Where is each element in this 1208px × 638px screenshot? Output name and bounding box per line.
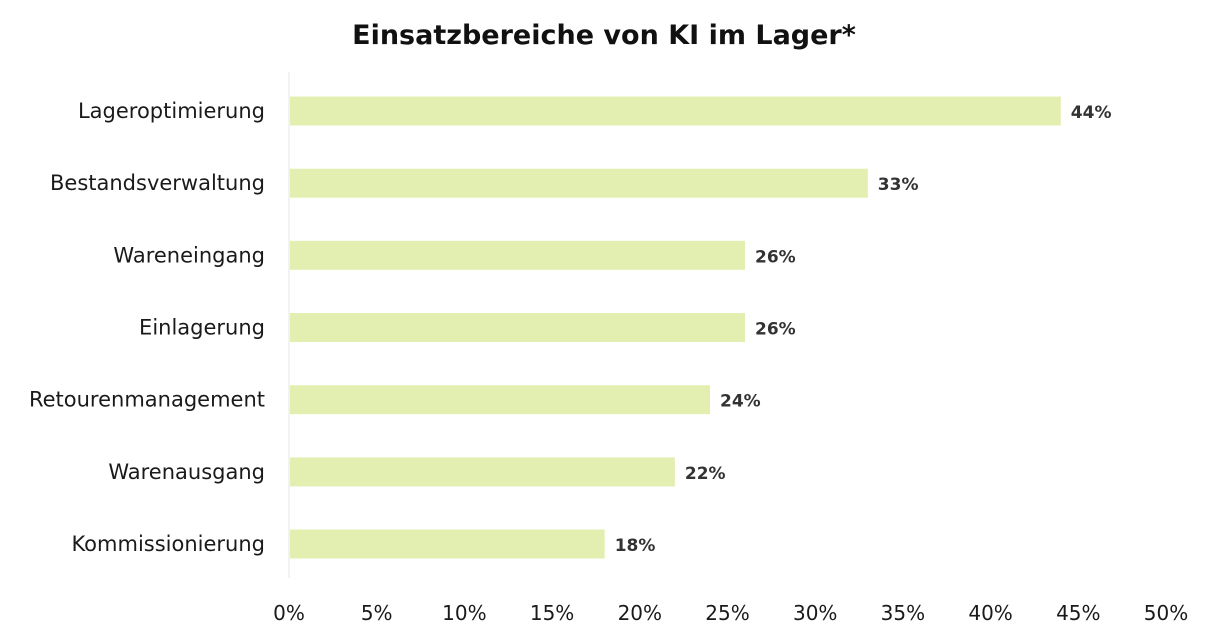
category-label: Lageroptimierung [78, 99, 265, 123]
category-label: Wareneingang [113, 243, 265, 267]
x-tick-label: 20% [618, 601, 662, 625]
chart-title: Einsatzbereiche von KI im Lager* [352, 20, 856, 51]
data-label: 33% [878, 175, 919, 195]
category-labels: Lageroptimierung Bestandsverwaltung Warene… [29, 99, 265, 556]
x-tick-label: 10% [442, 601, 486, 625]
category-label: Einlagerung [139, 316, 265, 340]
data-label: 18% [615, 536, 656, 556]
category-label: Bestandsverwaltung [50, 171, 265, 195]
data-label: 24% [720, 392, 761, 412]
bar [290, 385, 710, 415]
data-label: 26% [755, 320, 796, 340]
x-axis-tick-labels: 0% 5% 10% 15% 20% 25% 30% 35% 40% 45% 50% [273, 601, 1188, 625]
x-tick-label: 5% [361, 601, 393, 625]
data-label: 26% [755, 247, 796, 267]
x-tick-label: 30% [793, 601, 837, 625]
x-tick-label: 45% [1056, 601, 1100, 625]
bar [290, 457, 675, 487]
data-label: 44% [1071, 103, 1112, 123]
category-label: Kommissionierung [71, 532, 265, 556]
bar [290, 96, 1061, 126]
x-tick-label: 35% [881, 601, 925, 625]
bar [290, 240, 745, 270]
category-label: Warenausgang [108, 460, 265, 484]
x-tick-label: 50% [1144, 601, 1188, 625]
x-tick-label: 0% [273, 601, 305, 625]
category-label: Retourenmanagement [29, 388, 265, 412]
x-tick-label: 15% [530, 601, 574, 625]
x-tick-label: 25% [705, 601, 749, 625]
x-tick-label: 40% [968, 601, 1012, 625]
bar [290, 313, 745, 342]
data-label: 22% [685, 464, 726, 484]
value-labels: 44% 33% 26% 26% 24% 22% 18% [615, 103, 1112, 556]
bar [290, 529, 605, 559]
bar [290, 168, 868, 198]
bars-layer [290, 96, 1061, 559]
